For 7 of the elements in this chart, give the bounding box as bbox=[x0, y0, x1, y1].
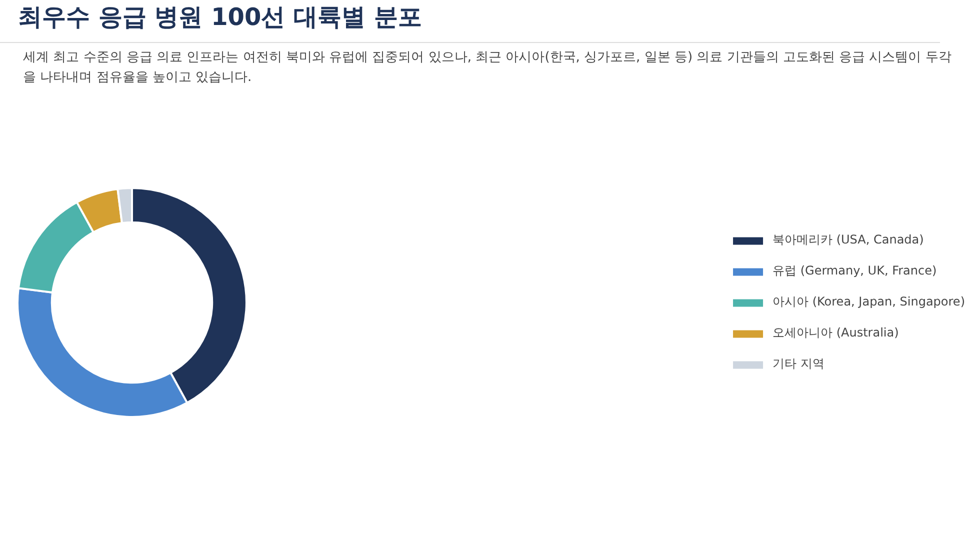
chart-subtitle: 세계 최고 수준의 응급 의료 인프라는 여전히 북미와 유럽에 집중되어 있으나, 최근 아시아(한국, 싱가포르, 일본 등) 의료 기관들의 고도화된 응급 시스템이 두각을 나타내며 점유율을 높이고 있습니다. bbox=[23, 49, 952, 87]
legend-label: 유럽 (Germany, UK, France) bbox=[772, 262, 937, 280]
chart-title: 최우수 응급 병원 100선 대륙별 분포 bbox=[18, 2, 422, 33]
legend-label: 기타 지역 bbox=[772, 356, 824, 373]
legend-label: 북아메리카 (USA, Canada) bbox=[772, 232, 924, 249]
legend-label: 아시아 (Korea, Japan, Singapore) bbox=[772, 294, 965, 311]
legend-label: 오세아니아 (Australia) bbox=[772, 324, 899, 342]
